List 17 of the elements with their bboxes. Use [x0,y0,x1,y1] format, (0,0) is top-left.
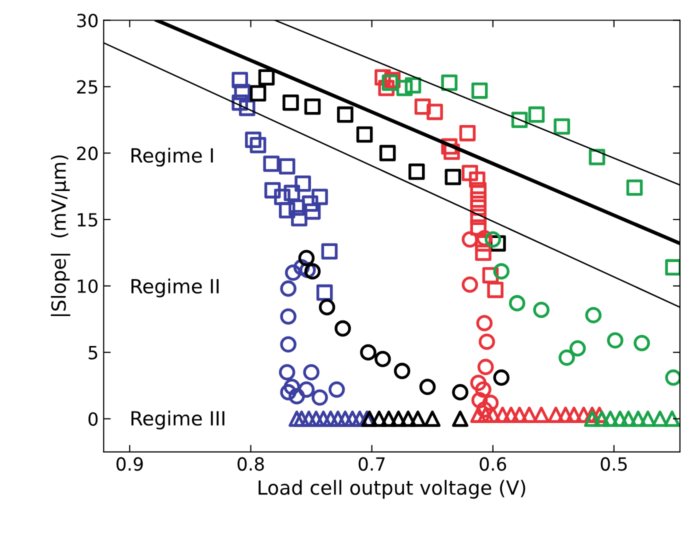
x-tick-label: 0.6 [480,457,506,471]
annotation: Regime II [132,278,219,298]
x-tick-label: 0.8 [238,457,264,471]
y-tick-label: 10 [78,279,98,294]
x-tick-label: 0.9 [116,457,143,471]
y-tick-label: 20 [77,146,98,160]
x-axis-title: Load cell output voltage (V) [258,480,526,499]
y-tick-label: 0 [88,412,98,426]
y-axis-title: |Slope| (mV/μm) [50,155,70,316]
y-tick-label: 5 [88,346,98,360]
x-tick-label: 0.7 [358,457,385,471]
y-tick-label: 30 [77,14,98,28]
y-tick-label: 25 [77,80,98,94]
annotation: Regime III [132,410,224,430]
x-tick-label: 0.5 [600,457,627,471]
y-tick-label: 15 [78,213,98,227]
annotation: Regime I [132,148,213,167]
